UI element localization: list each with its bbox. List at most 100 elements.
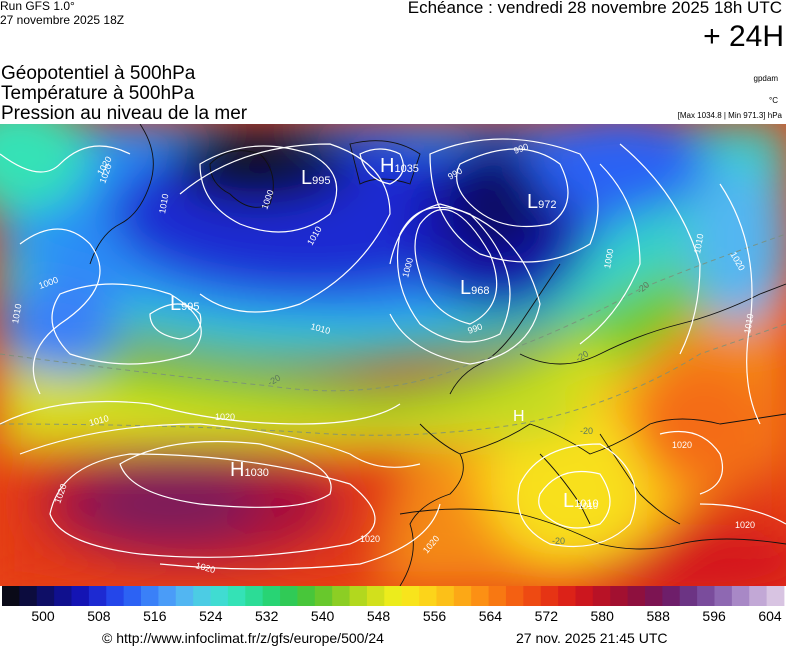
legend-swatch [697,586,715,606]
legend-swatch [36,586,55,606]
legend-swatch [731,586,750,606]
forecast-offset: + 24H [703,20,784,53]
isobar-label: 1010 [157,193,170,214]
legend-swatch [227,586,246,606]
legend-tick-label: 588 [646,608,670,624]
generation-date: 27 nov. 2025 21:45 UTC [516,630,668,646]
pressure-center: L1010 [563,490,599,512]
legend-swatch [749,586,768,606]
legend-tick-label: 524 [199,608,223,624]
legend-swatch [71,586,90,606]
legend-swatch [88,586,107,606]
legend-swatch [314,586,333,606]
legend-tick-label: 516 [143,608,167,624]
layer-title-pressure: Pression au niveau de la mer [1,103,248,124]
pressure-center: L995 [170,293,199,315]
legend-swatch [766,586,785,606]
legend-swatch [610,586,628,606]
pressure-range: [Max 1034.8 | Min 971.3] hPa [677,111,782,120]
isobar-label: 1020 [672,440,692,450]
legend-swatch [141,586,159,606]
legend-swatch [106,586,125,606]
weather-map: L995 H1035 L972 L995 L968 H1030 L1010 H … [0,124,786,586]
run-label: Run GFS 1.0° [0,0,75,13]
legend-swatch [575,586,594,606]
legend-tick-label: 580 [590,608,614,624]
legend-swatch [280,586,298,606]
pressure-center: L968 [460,277,489,299]
layer-title-temperature: Température à 500hPa [1,83,195,104]
pressure-center: L972 [527,191,556,213]
isobar-label: 1010 [742,313,755,334]
legend-swatch [123,586,142,606]
isobar-label: 1010 [10,303,23,324]
legend-swatch [401,586,420,606]
source-url[interactable]: © http://www.infoclimat.fr/z/gfs/europe/… [102,630,384,646]
legend-swatch [332,586,350,606]
legend-tick-label: 540 [310,608,335,624]
legend-swatch [419,586,437,606]
legend-tick-label: 532 [255,608,279,624]
isobar-label: 1020 [215,412,235,422]
legend-swatch [488,586,507,606]
isobar-label: 990 [466,321,484,336]
legend-swatch [2,586,20,606]
legend-swatch [158,586,177,606]
legend-swatch [644,586,663,606]
isotherm-label: -20 [580,426,593,436]
legend-swatch [19,586,38,606]
legend-swatch [384,586,403,606]
legend-swatch [505,586,524,606]
legend-swatch [262,586,281,606]
legend-swatch [366,586,385,606]
legend-tick-labels: 500 508 516 524 532 540 548 556 564 572 580 588 596 6… [0,608,786,626]
isobar-label: 1010 [692,233,705,254]
legend-tick-label: 556 [422,608,447,624]
pressure-center: L995 [301,167,330,189]
legend-swatch [297,586,316,606]
isobar-label: 1010 [578,501,598,511]
legend-swatch [453,586,472,606]
color-legend [2,586,785,606]
legend-swatch [349,586,368,606]
legend-tick-label: 500 [31,608,55,624]
isobar-label: 1020 [360,534,380,544]
isobar-label: 1020 [735,520,755,530]
legend-tick-label: 604 [758,608,782,624]
legend-swatch [54,586,72,606]
pressure-center: H1030 [230,459,269,481]
pressure-center: H [513,408,525,425]
legend-swatch [245,586,264,606]
legend-swatch [627,586,646,606]
forecast-validity: Echéance : vendredi 28 novembre 2025 18h… [407,0,782,17]
legend-tick-label: 572 [534,608,558,624]
isobars [0,138,786,570]
legend-tick-label: 564 [478,608,503,624]
legend-swatch [471,586,489,606]
layer-title-geopotential: Géopotentiel à 500hPa [1,63,196,84]
legend-swatch [523,586,542,606]
legend-swatch [436,586,455,606]
unit-temperature: °C [769,96,778,105]
run-date: 27 novembre 2025 18Z [0,13,125,27]
legend-swatch [679,586,698,606]
pressure-center: H1035 [380,155,419,177]
legend-swatch [193,586,211,606]
legend-swatch [592,586,611,606]
legend-swatch [175,586,194,606]
geopotential-field [0,124,786,586]
unit-geopotential: gpdam [753,74,778,83]
isobar-label: 990 [512,141,530,156]
legend-swatch [714,586,733,606]
isotherm-label: -20 [552,536,565,546]
pressure-centers: L995 H1035 L972 L995 L968 H1030 L1010 H [170,155,599,512]
isobar-label: 1000 [602,248,615,269]
legend-swatch [210,586,229,606]
legend-swatch [558,586,576,606]
legend-swatch [540,586,559,606]
legend-tick-label: 596 [702,608,726,624]
coastlines [89,124,786,586]
legend-tick-label: 548 [366,608,391,624]
legend-tick-label: 508 [87,608,111,624]
legend-swatch [662,586,681,606]
